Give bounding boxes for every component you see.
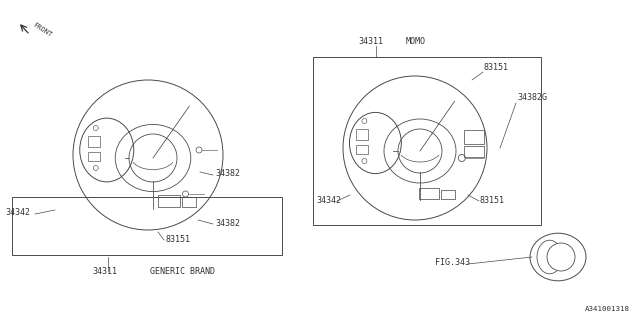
Text: FRONT: FRONT bbox=[32, 22, 53, 38]
Text: 34342: 34342 bbox=[316, 196, 341, 205]
Text: 34342: 34342 bbox=[5, 208, 30, 217]
Bar bbox=[464, 130, 484, 144]
Text: MOMO: MOMO bbox=[406, 37, 426, 46]
Text: A341001318: A341001318 bbox=[585, 306, 630, 312]
Text: GENERIC BRAND: GENERIC BRAND bbox=[150, 267, 215, 276]
Text: 34382G: 34382G bbox=[517, 93, 547, 102]
Bar bbox=[313, 57, 541, 225]
Bar bbox=[12, 197, 282, 255]
Text: FIG.343: FIG.343 bbox=[435, 258, 470, 267]
Bar bbox=[356, 145, 369, 154]
Bar bbox=[464, 146, 484, 157]
Text: 83151: 83151 bbox=[165, 235, 190, 244]
Text: 34311: 34311 bbox=[93, 267, 118, 276]
Text: 83151: 83151 bbox=[480, 196, 505, 205]
Bar bbox=[356, 129, 369, 140]
Bar bbox=[441, 190, 455, 199]
Bar bbox=[182, 197, 196, 207]
Bar bbox=[419, 188, 439, 199]
Text: 34311: 34311 bbox=[358, 37, 383, 46]
Text: 34382: 34382 bbox=[215, 219, 240, 228]
Bar bbox=[88, 136, 100, 147]
Bar bbox=[158, 195, 180, 207]
Text: 34382: 34382 bbox=[215, 169, 240, 178]
Text: 83151: 83151 bbox=[484, 63, 509, 72]
Bar bbox=[88, 152, 100, 161]
